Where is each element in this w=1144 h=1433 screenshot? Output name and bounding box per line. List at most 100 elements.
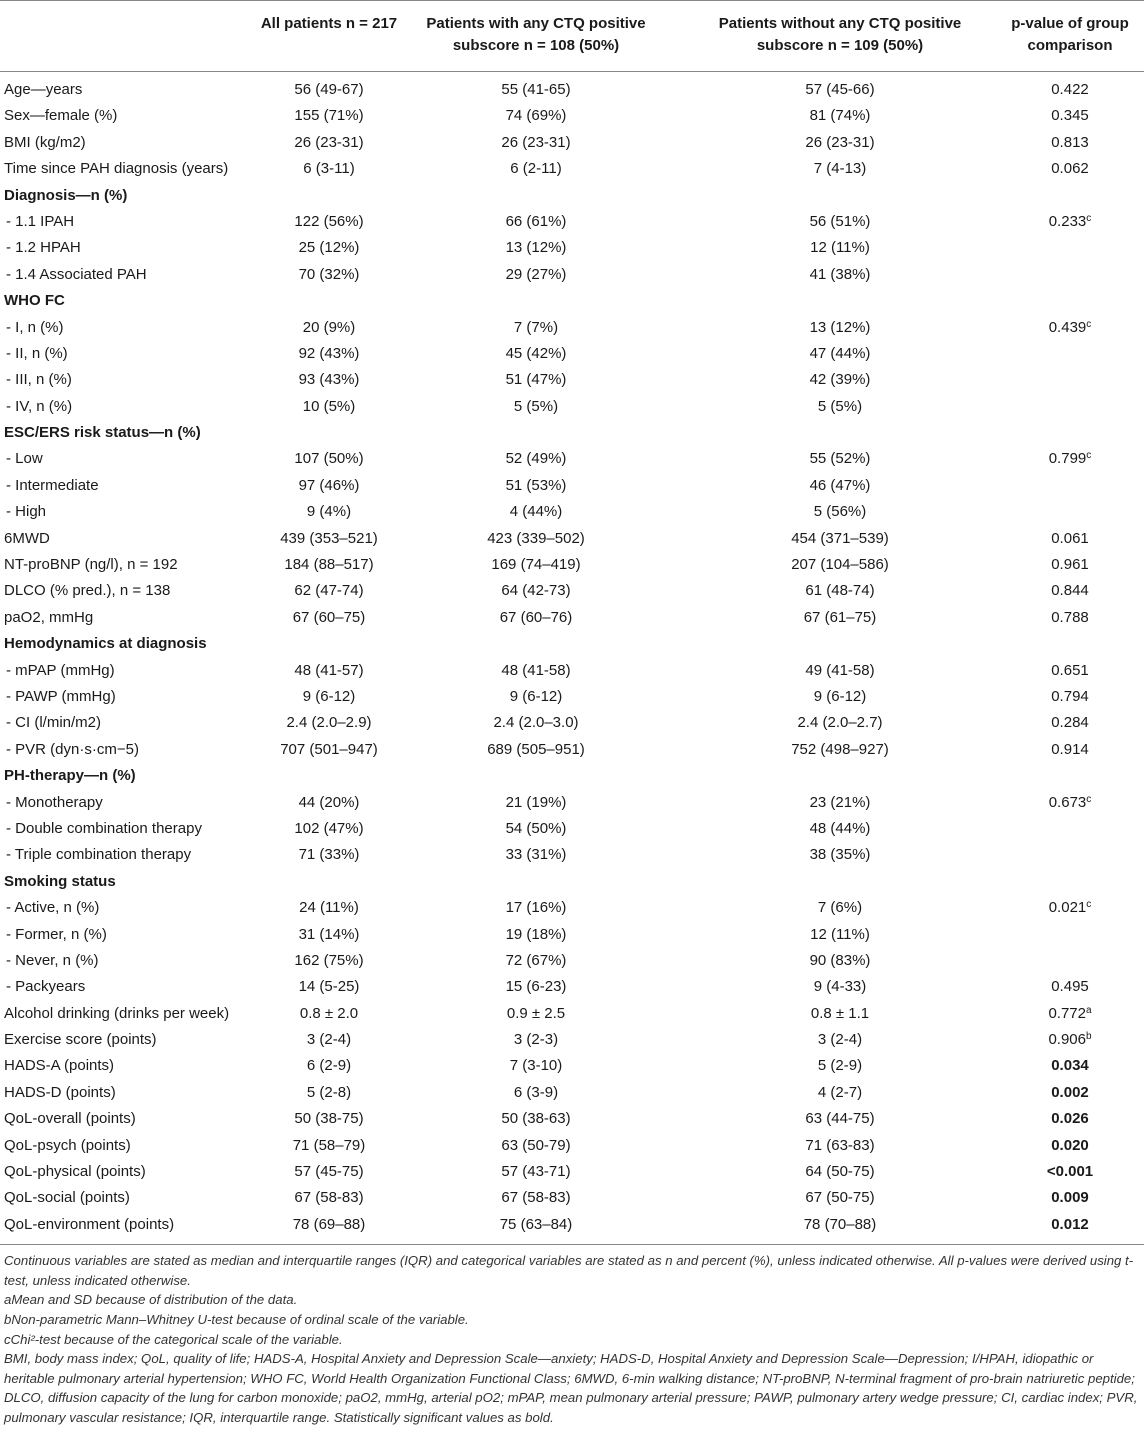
cell-ctq-positive: 33 (31%): [505, 846, 567, 864]
cell-all-patients: 31 (14%): [298, 925, 360, 943]
table-header: All patients n = 217 Patients with any C…: [0, 0, 1144, 72]
cell-ctq-negative: 12 (11%): [810, 239, 870, 257]
cell-p-value: 0.002: [1051, 1083, 1089, 1101]
cell-ctq-negative: 5 (2-9): [817, 1057, 863, 1075]
cell-all-patients: 62 (47-74): [294, 582, 364, 600]
table-row: HADS-D (points) 5 (2-8) 6 (3-9) 4 (2-7) 0.00…: [0, 1080, 1144, 1106]
footnote-marker: c: [1086, 899, 1092, 911]
cell-ctq-negative: 57 (45-66): [805, 81, 875, 98]
table-row: - mPAP (mmHg) 48 (41-57) 48 (41-58) 49 (41-…: [0, 658, 1144, 684]
cell-all-patients: 67 (58-83): [294, 1189, 364, 1207]
cell-all-patients: 26 (23-31): [294, 133, 364, 151]
table-row: - I, n (%) 20 (9%) 7 (7%) 13 (12%) 0.439c: [0, 315, 1144, 341]
cell-p-value: 0.012: [1051, 1215, 1089, 1233]
cell-p-value: 0.772a: [1048, 1004, 1092, 1022]
cell-p-value: 0.284: [1051, 714, 1089, 732]
cell-ctq-positive: 423 (339–502): [487, 529, 585, 547]
table-row: Age—years 56 (49-67) 55 (41-65) 57 (45-66) 0…: [0, 77, 1144, 103]
cell-ctq-positive: 689 (505–951): [487, 740, 585, 758]
cell-ctq-positive: 74 (69%): [505, 107, 567, 125]
cell-ctq-negative: 3 (2-4): [817, 1031, 863, 1049]
row-label: - Packyears: [6, 978, 86, 996]
cell-ctq-positive: 9 (6-12): [509, 687, 563, 705]
row-label: QoL-physical (points): [4, 1163, 146, 1181]
row-label: - Never, n (%): [6, 951, 99, 969]
row-label: - High: [6, 503, 47, 521]
cell-all-patients: 102 (47%): [294, 819, 364, 837]
table-row: DLCO (% pred.), n = 138 62 (47-74) 64 (42-…: [0, 578, 1144, 604]
cell-ctq-negative: 12 (11%): [810, 925, 870, 943]
cell-p-value: 0.020: [1051, 1136, 1089, 1154]
footnote-marker: a: [1085, 1004, 1092, 1016]
cell-ctq-positive: 169 (74–419): [491, 556, 581, 574]
table-row: - IV, n (%) 10 (5%) 5 (5%) 5 (5%): [0, 394, 1144, 420]
cell-ctq-positive: 29 (27%): [505, 265, 567, 283]
row-label: Age—years: [4, 81, 83, 98]
cell-ctq-positive: 19 (18%): [505, 925, 567, 943]
table-row: - Triple combination therapy 71 (33%) 33 (…: [0, 842, 1144, 868]
cell-p-value: 0.794: [1051, 687, 1089, 705]
cell-all-patients: 92 (43%): [298, 344, 360, 362]
row-label: NT-proBNP (ng/l), n = 192: [4, 556, 178, 574]
cell-ctq-negative: 752 (498–927): [791, 740, 889, 758]
cell-ctq-negative: 454 (371–539): [791, 529, 889, 547]
row-label: - Monotherapy: [6, 793, 103, 811]
row-label: Alcohol drinking (drinks per week): [4, 1004, 230, 1022]
row-label: - Triple combination therapy: [6, 846, 192, 864]
cell-ctq-negative: 90 (83%): [809, 951, 871, 969]
row-label: - mPAP (mmHg): [6, 661, 115, 679]
table-row: Alcohol drinking (drinks per week) 0.8 ± …: [0, 1001, 1144, 1027]
cell-ctq-negative: 42 (39%): [809, 371, 871, 389]
cell-ctq-negative: 41 (38%): [809, 265, 871, 283]
cell-ctq-negative: 26 (23-31): [805, 133, 875, 151]
cell-ctq-negative: 56 (51%): [809, 212, 871, 230]
row-label: Diagnosis—n (%): [4, 186, 128, 204]
cell-p-value: 0.813: [1051, 133, 1089, 151]
cell-p-value: 0.009: [1051, 1189, 1089, 1207]
row-label: QoL-environment (points): [4, 1215, 175, 1233]
cell-p-value: 0.844: [1051, 582, 1089, 600]
cell-ctq-negative: 207 (104–586): [791, 556, 889, 574]
header-ctq-positive: Patients with any CTQ positive subscore …: [426, 15, 646, 54]
row-label: QoL-overall (points): [4, 1110, 136, 1128]
row-label: - PAWP (mmHg): [6, 687, 116, 705]
table-row: NT-proBNP (ng/l), n = 192 184 (88–517) 169…: [0, 552, 1144, 578]
table-row: Time since PAH diagnosis (years) 6 (3-11)…: [0, 156, 1144, 182]
row-label: QoL-psych (points): [4, 1136, 131, 1154]
cell-all-patients: 25 (12%): [298, 239, 360, 257]
cell-all-patients: 107 (50%): [294, 450, 364, 468]
cell-ctq-negative: 61 (48-74): [805, 582, 875, 600]
table-row: - 1.2 HPAH 25 (12%) 13 (12%) 12 (11%): [0, 235, 1144, 261]
cell-all-patients: 93 (43%): [298, 371, 360, 389]
cell-all-patients: 67 (60–75): [292, 608, 366, 626]
row-label: 6MWD: [4, 529, 50, 547]
row-label: PH-therapy—n (%): [4, 767, 136, 785]
row-label: - PVR (dyn·s·cm−5): [6, 740, 139, 758]
footnote-marker: b: [1085, 1031, 1092, 1043]
cell-p-value: 0.651: [1051, 661, 1089, 679]
cell-ctq-negative: 64 (50-75): [805, 1163, 875, 1181]
row-label: BMI (kg/m2): [4, 133, 86, 151]
cell-all-patients: 44 (20%): [298, 793, 360, 811]
row-label: HADS-D (points): [4, 1083, 116, 1101]
cell-all-patients: 70 (32%): [298, 265, 360, 283]
table-row: HADS-A (points) 6 (2-9) 7 (3-10) 5 (2-9) 0.0…: [0, 1053, 1144, 1079]
cell-p-value: 0.914: [1051, 740, 1089, 758]
cell-p-value: 0.345: [1051, 107, 1089, 125]
cell-ctq-positive: 7 (7%): [513, 318, 559, 336]
cell-all-patients: 78 (69–88): [292, 1215, 366, 1233]
cell-ctq-positive: 26 (23-31): [501, 133, 571, 151]
cell-ctq-positive: 2.4 (2.0–3.0): [493, 714, 579, 732]
cell-ctq-negative: 23 (21%): [809, 793, 871, 811]
cell-ctq-positive: 0.9 ± 2.5: [506, 1004, 566, 1022]
cell-ctq-positive: 75 (63–84): [499, 1215, 573, 1233]
table-section-row: PH-therapy—n (%): [0, 763, 1144, 789]
row-label: - III, n (%): [6, 371, 72, 389]
cell-ctq-positive: 52 (49%): [505, 450, 567, 468]
cell-ctq-positive: 48 (41-58): [501, 661, 571, 679]
cell-all-patients: 24 (11%): [299, 899, 359, 917]
cell-all-patients: 707 (501–947): [280, 740, 378, 758]
cell-all-patients: 97 (46%): [298, 476, 360, 494]
row-label: - II, n (%): [6, 344, 68, 362]
cell-p-value: 0.495: [1051, 978, 1089, 996]
